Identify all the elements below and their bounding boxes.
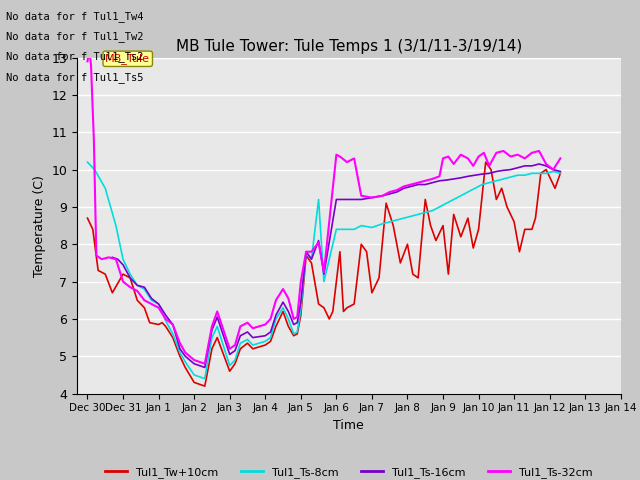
- Title: MB Tule Tower: Tule Temps 1 (3/1/11-3/19/14): MB Tule Tower: Tule Temps 1 (3/1/11-3/19…: [175, 39, 522, 54]
- X-axis label: Time: Time: [333, 419, 364, 432]
- Text: No data for f Tul1_Tw2: No data for f Tul1_Tw2: [6, 31, 144, 42]
- Text: No data for f Tul1_Ts2: No data for f Tul1_Ts2: [6, 51, 144, 62]
- Y-axis label: Temperature (C): Temperature (C): [33, 175, 45, 276]
- Text: No data for f Tul1_Ts5: No data for f Tul1_Ts5: [6, 72, 144, 83]
- Legend: Tul1_Tw+10cm, Tul1_Ts-8cm, Tul1_Ts-16cm, Tul1_Ts-32cm: Tul1_Tw+10cm, Tul1_Ts-8cm, Tul1_Ts-16cm,…: [100, 462, 597, 480]
- Text: No data for f Tul1_Tw4: No data for f Tul1_Tw4: [6, 11, 144, 22]
- Text: MB_Tule: MB_Tule: [105, 53, 150, 64]
